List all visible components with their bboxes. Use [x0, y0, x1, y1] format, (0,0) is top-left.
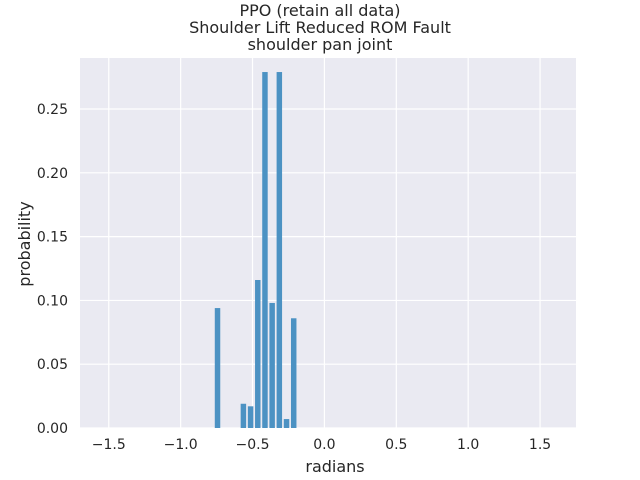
y-tick-label: 0.05: [37, 357, 68, 373]
y-tick-label: 0.10: [37, 293, 68, 309]
x-tick-label: 1.5: [529, 437, 551, 453]
bar-6: [276, 72, 283, 428]
bar-2: [247, 406, 254, 428]
grid-layer: [80, 58, 576, 429]
chart-title-line-2: Shoulder Lift Reduced ROM Fault: [189, 18, 451, 37]
x-tick-label: −0.5: [236, 437, 270, 453]
bar-0: [214, 308, 221, 428]
bar-8: [290, 318, 297, 428]
x-tick-label: 0.5: [385, 437, 407, 453]
y-tick-label: 0.15: [37, 230, 68, 246]
chart-title-line-3: shoulder pan joint: [247, 35, 393, 54]
plot-background: [80, 58, 576, 428]
x-tick-label: −1.5: [92, 437, 126, 453]
x-tick-labels: −1.5 −1.0 −0.5 0.0 0.5 1.0 1.5: [92, 437, 551, 453]
bar-4: [262, 72, 268, 428]
x-tick-label: 0.0: [313, 437, 335, 453]
y-tick-label: 0.00: [37, 421, 68, 437]
y-tick-label: 0.20: [37, 166, 68, 182]
x-tick-label: 1.0: [457, 437, 479, 453]
x-tick-label: −1.0: [164, 437, 198, 453]
x-axis-label: radians: [305, 457, 364, 476]
y-tick-labels: 0.00 0.05 0.10 0.15 0.20 0.25: [37, 102, 68, 437]
chart-title-line-1: PPO (retain all data): [239, 1, 401, 20]
y-axis-label: probability: [15, 201, 34, 286]
bar-7: [283, 419, 290, 428]
bar-3: [255, 280, 261, 428]
bar-1: [240, 403, 247, 428]
y-tick-label: 0.25: [37, 102, 68, 118]
bar-layer: [214, 72, 297, 428]
bar-5: [269, 302, 275, 428]
